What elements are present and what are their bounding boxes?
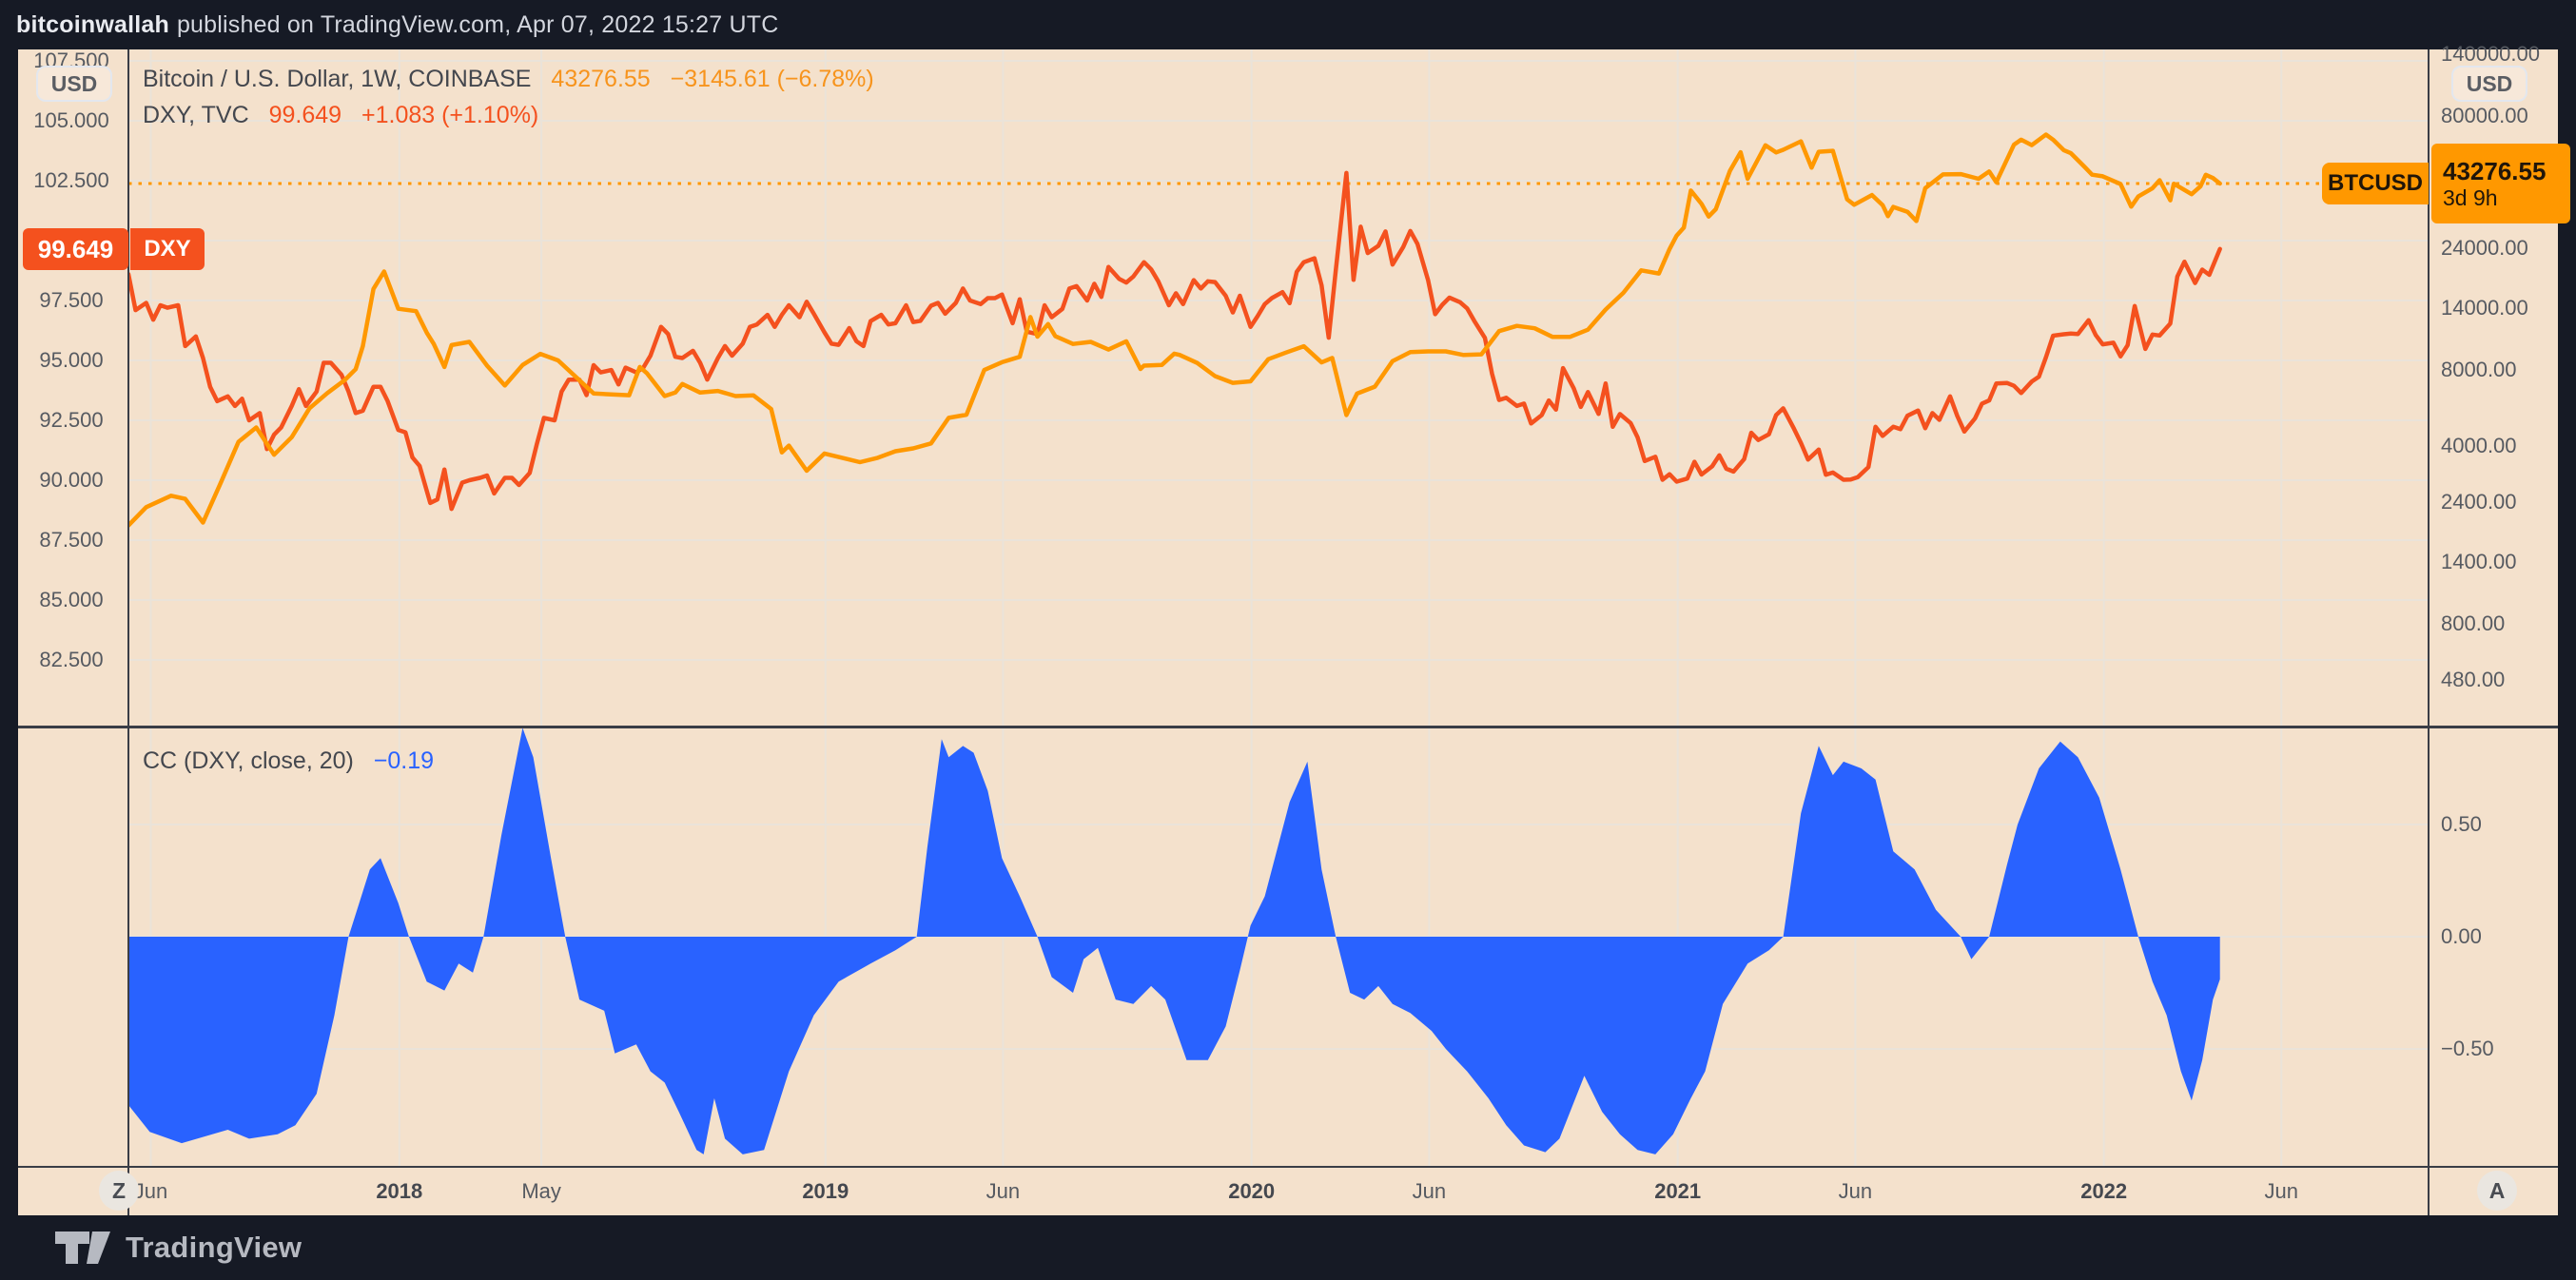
left-axis-tick-label: 97.500	[39, 288, 104, 312]
left-price-scale-border	[127, 49, 129, 1215]
btcusd-series-tag-text: BTCUSD	[2328, 170, 2423, 196]
left-axis-tick-label: 92.500	[39, 408, 104, 432]
left-axis-tick-label: 105.000	[33, 108, 109, 132]
correlation-tick-label: 0.50	[2441, 812, 2482, 836]
time-axis-label: May	[521, 1179, 561, 1203]
dxy-axis-price-label: 99.649	[23, 228, 128, 270]
dxy-symbol-change: +1.083 (+1.10%)	[361, 102, 539, 128]
time-axis-label: Jun	[1838, 1179, 1873, 1203]
left-axis-tick-label: 90.000	[39, 468, 104, 492]
left-axis-tick-label: 82.500	[39, 648, 104, 671]
btcusd-axis-price-text: 43276.55	[2443, 157, 2547, 185]
right-axis-tick-label: 140000.00	[2441, 41, 2540, 66]
right-axis-tick-label: 480.00	[2441, 668, 2506, 691]
right-price-scale-border	[2428, 49, 2430, 1215]
correlation-legend[interactable]: CC (DXY, close, 20) −0.19	[143, 747, 434, 775]
btcusd-series-tag: BTCUSD	[2322, 163, 2429, 204]
left-axis-tick-label: 85.000	[39, 588, 104, 611]
panel-separator[interactable]	[18, 726, 2558, 728]
dxy-symbol-price: 99.649	[268, 102, 342, 128]
left-axis-tick-label: 102.500	[33, 168, 109, 192]
timezone-button-label: Z	[111, 1177, 127, 1203]
right-axis-tick-label: 24000.00	[2441, 236, 2528, 261]
right-axis-tick-label: 1400.00	[2441, 549, 2517, 573]
main-symbol-title: Bitcoin / U.S. Dollar, 1W, COINBASE	[143, 66, 532, 92]
right-axis-tick-label: 800.00	[2441, 611, 2506, 635]
time-scale-separator	[18, 1166, 2558, 1168]
time-axis-label: 2018	[376, 1179, 423, 1203]
author-name: bitcoinwallah	[16, 10, 169, 38]
autoscale-button-label: A	[2488, 1177, 2506, 1203]
left-axis-tick-label: 95.000	[39, 348, 104, 372]
tradingview-brand-text[interactable]: TradingView	[126, 1231, 302, 1264]
chart-surface	[18, 49, 2558, 1215]
right-axis-currency-label: USD	[2466, 70, 2513, 96]
left-axis-tick-label: 87.500	[39, 528, 104, 552]
footer-bar: TradingView	[0, 1215, 2576, 1280]
time-axis-label: 2021	[1654, 1179, 1702, 1203]
main-symbol-price: 43276.55	[551, 66, 651, 92]
right-axis-tick-label: 80000.00	[2441, 103, 2528, 127]
correlation-tick-label: −0.50	[2441, 1037, 2494, 1060]
dxy-series-tag: DXY	[130, 228, 205, 270]
time-axis-label: 2022	[2080, 1179, 2128, 1203]
left-axis-currency-label: USD	[50, 70, 98, 96]
time-axis-label: Jun	[986, 1179, 1021, 1203]
right-axis-tick-label: 4000.00	[2441, 434, 2517, 458]
correlation-value: −0.19	[373, 747, 435, 774]
timezone-button[interactable]: Z	[99, 1171, 139, 1211]
correlation-area	[128, 728, 2220, 1154]
right-axis-tick-label: 8000.00	[2441, 357, 2517, 381]
attribution-bar: bitcoinwallah published on TradingView.c…	[0, 0, 2576, 49]
autoscale-button[interactable]: A	[2477, 1171, 2517, 1211]
btcusd-countdown-text: 3d 9h	[2443, 185, 2498, 210]
left-axis-currency-badge[interactable]: USD	[36, 66, 112, 102]
dxy-series-legend[interactable]: DXY, TVC 99.649 +1.083 (+1.10%)	[143, 102, 538, 129]
correlation-indicator-title: CC (DXY, close, 20)	[143, 747, 354, 774]
dxy-series-tag-text: DXY	[144, 236, 191, 262]
btcusd-axis-price-label: 43276.55 3d 9h	[2431, 144, 2570, 223]
time-axis-label: Jun	[1412, 1179, 1447, 1203]
attribution-text: published on TradingView.com, Apr 07, 20…	[176, 10, 779, 38]
dxy-axis-price-text: 99.649	[37, 234, 114, 263]
main-symbol-change: −3145.61 (−6.78%)	[670, 66, 874, 92]
time-axis-label: Jun	[133, 1179, 168, 1203]
right-axis-tick-label: 2400.00	[2441, 490, 2517, 514]
right-axis-currency-badge[interactable]: USD	[2451, 66, 2527, 102]
time-axis-label: Jun	[2264, 1179, 2299, 1203]
btc-series-line[interactable]	[128, 132, 2222, 528]
correlation-tick-label: 0.00	[2441, 924, 2482, 948]
right-axis-tick-label: 14000.00	[2441, 295, 2528, 320]
time-axis-label: 2019	[802, 1179, 849, 1203]
main-series-legend[interactable]: Bitcoin / U.S. Dollar, 1W, COINBASE 4327…	[143, 66, 874, 93]
tradingview-logo-icon[interactable]	[55, 1232, 110, 1264]
price-chart-panel[interactable]	[128, 49, 2429, 726]
dxy-symbol-title: DXY, TVC	[143, 102, 249, 128]
correlation-chart-panel[interactable]	[128, 728, 2429, 1166]
time-axis-label: 2020	[1228, 1179, 1276, 1203]
dxy-series-line[interactable]	[128, 170, 2222, 512]
left-axis-tick-label: 107.500	[33, 48, 109, 72]
